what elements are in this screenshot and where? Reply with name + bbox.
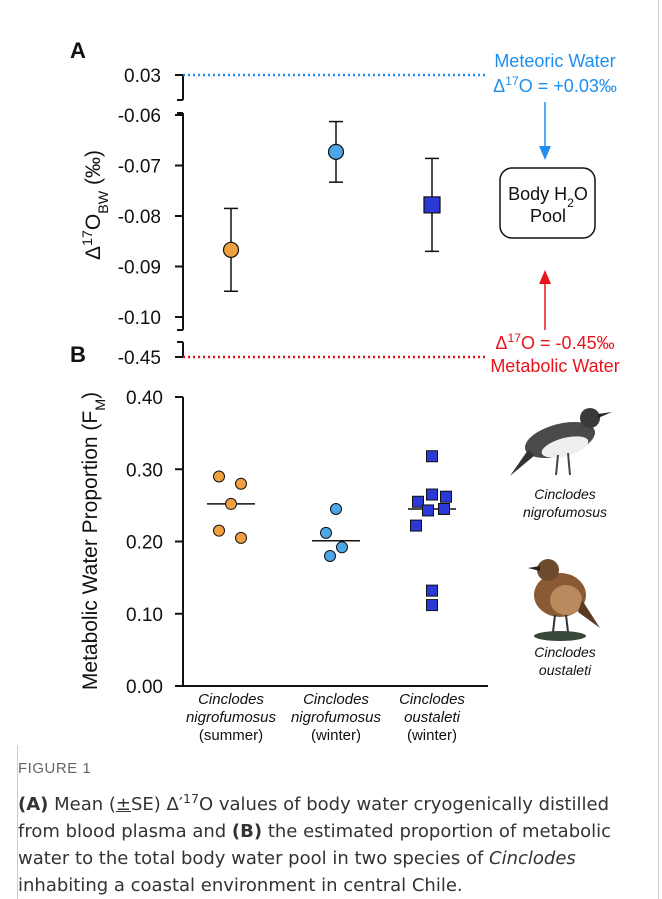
- text-part: O: [82, 214, 105, 230]
- point: [325, 550, 336, 561]
- label-line: (winter): [407, 727, 457, 744]
- text-part: 17: [80, 230, 96, 246]
- y-axis-label: Δ17OBW (‰): [80, 150, 112, 260]
- bird-illustration: [510, 408, 612, 476]
- point: [321, 527, 332, 538]
- text-part: Δ: [493, 76, 505, 96]
- point: [214, 525, 225, 536]
- point: [423, 505, 434, 516]
- caption-part: (B): [232, 821, 262, 842]
- text-part: M: [93, 399, 109, 411]
- point: [413, 496, 424, 507]
- label-line: nigrofumosus: [291, 709, 382, 726]
- point: [411, 520, 422, 531]
- point: [329, 144, 344, 159]
- y-tick-label: -0.10: [118, 308, 161, 329]
- label-line: Cinclodes: [303, 691, 369, 708]
- point: [337, 542, 348, 553]
- reference-annotation: Δ17O = +0.03‰: [493, 74, 617, 96]
- caption-part: 17: [183, 791, 199, 806]
- text-part: (‰): [82, 150, 105, 191]
- frame-line: [658, 0, 659, 899]
- point: [439, 503, 450, 514]
- bird-illustration: [528, 559, 600, 641]
- bird-caption: Cinclodes: [534, 486, 595, 502]
- point: [236, 478, 247, 489]
- y-tick-label: 0.10: [126, 605, 163, 626]
- point: [331, 503, 342, 514]
- figure: A B 0.03-0.06-0.07-0.08-0.09-0.10-0.45Δ1…: [0, 0, 662, 745]
- text-part: Metabolic Water Proportion (F: [79, 411, 102, 690]
- reference-annotation: Δ17O = -0.45‰: [495, 331, 614, 353]
- text-part: 17: [505, 74, 519, 88]
- panel-label: A: [70, 38, 86, 63]
- pool-label: Pool: [530, 206, 566, 226]
- text-part: Body H: [508, 184, 567, 204]
- y-tick-label: -0.45: [118, 348, 161, 369]
- label-line: Cinclodes: [198, 691, 264, 708]
- panel-label: B: [70, 342, 86, 367]
- caption-part: ±: [116, 794, 131, 815]
- label-line: (summer): [199, 727, 263, 744]
- y-tick-label: 0.30: [126, 460, 163, 481]
- point: [424, 197, 440, 213]
- y-tick-label: -0.08: [118, 207, 161, 228]
- y-tick-label: -0.06: [118, 106, 161, 127]
- y-tick-label: 0.03: [124, 66, 161, 87]
- caption-part: SE) Δ′: [131, 794, 183, 815]
- point: [236, 532, 247, 543]
- text-part: O = +0.03‰: [519, 76, 617, 96]
- bird-caption: nigrofumosus: [523, 504, 607, 520]
- bird-caption: oustaleti: [539, 662, 592, 678]
- text-part: BW: [96, 190, 112, 214]
- bird-caption: Cinclodes: [534, 644, 595, 660]
- point: [427, 585, 438, 596]
- y-tick-label: 0.00: [126, 677, 163, 698]
- point: [441, 491, 452, 502]
- figure-caption: (A) Mean (±SE) Δ′17O values of body wate…: [18, 785, 643, 899]
- caption-part: Mean (: [48, 794, 116, 815]
- page: A B 0.03-0.06-0.07-0.08-0.09-0.10-0.45Δ1…: [0, 0, 662, 899]
- y-tick-label: 0.20: [126, 533, 163, 554]
- point: [427, 489, 438, 500]
- label-line: (winter): [311, 727, 361, 744]
- y-tick-label: -0.07: [118, 157, 161, 178]
- caption-part: inhabiting a coastal environment in cent…: [18, 875, 463, 896]
- y-tick-label: 0.40: [126, 388, 163, 409]
- point: [224, 242, 239, 257]
- reference-label: Metabolic Water: [490, 356, 619, 376]
- label-line: oustaleti: [404, 709, 461, 726]
- label-line: Cinclodes: [399, 691, 465, 708]
- point: [214, 471, 225, 482]
- text-part: 17: [507, 331, 521, 345]
- text-part: ): [79, 392, 102, 399]
- y-axis-label: Metabolic Water Proportion (FM): [79, 392, 109, 690]
- caption-part: (A): [18, 794, 48, 815]
- figure-label: FIGURE 1: [18, 760, 91, 777]
- point: [427, 600, 438, 611]
- caption-part: Cinclodes: [489, 848, 576, 869]
- point: [226, 498, 237, 509]
- text-part: Δ: [495, 333, 507, 353]
- arrow-head: [539, 146, 551, 160]
- text-part: O: [574, 184, 588, 204]
- point: [427, 451, 438, 462]
- y-tick-label: -0.09: [118, 258, 161, 279]
- text-part: Δ: [82, 246, 105, 260]
- text-part: O = -0.45‰: [521, 333, 615, 353]
- arrow-head: [539, 270, 551, 284]
- label-line: nigrofumosus: [186, 709, 277, 726]
- reference-label: Meteoric Water: [494, 51, 615, 71]
